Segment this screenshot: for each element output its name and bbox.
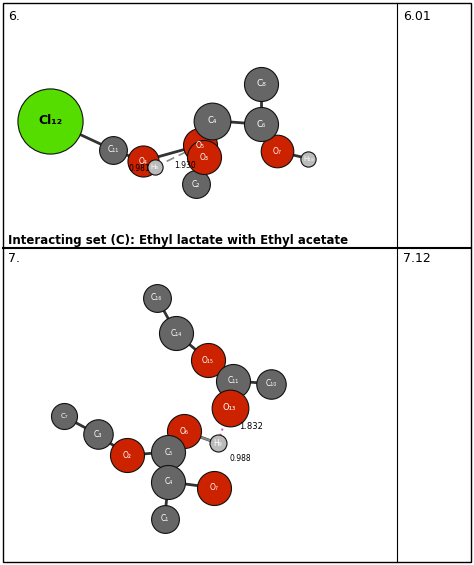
Point <box>196 141 204 150</box>
Text: C₁₁: C₁₁ <box>228 376 239 385</box>
Text: 7.: 7. <box>8 252 20 265</box>
Text: C₁: C₁ <box>160 515 169 523</box>
Text: C₂: C₂ <box>192 180 200 189</box>
Text: 6.01: 6.01 <box>403 10 431 23</box>
Text: 1.832: 1.832 <box>239 423 263 431</box>
Text: Interacting set (C): Ethyl lactate with Ethyl acetate: Interacting set (C): Ethyl lactate with … <box>8 234 348 247</box>
Text: C₈: C₈ <box>256 79 266 88</box>
Point <box>204 355 212 364</box>
Text: 1.930: 1.930 <box>174 161 196 170</box>
Point <box>109 145 117 154</box>
Text: C₄: C₄ <box>164 477 173 486</box>
Text: C₇: C₇ <box>60 414 68 419</box>
Point <box>60 412 68 421</box>
Text: C₅: C₅ <box>164 447 173 457</box>
Text: 0.988: 0.988 <box>229 454 251 463</box>
Point <box>257 120 265 129</box>
Text: 0.981: 0.981 <box>128 164 150 173</box>
Text: C₁₁: C₁₁ <box>108 146 119 154</box>
Text: O₁₃: O₁₃ <box>223 403 236 412</box>
Point <box>230 376 237 385</box>
Point <box>164 447 172 457</box>
Text: C₁₀: C₁₀ <box>265 379 277 388</box>
Point <box>200 153 208 162</box>
Point <box>226 403 233 412</box>
Text: O₇: O₇ <box>273 147 281 156</box>
Point <box>46 116 54 125</box>
Text: C₆: C₆ <box>256 120 266 129</box>
Point <box>210 483 218 492</box>
Text: O₆: O₆ <box>180 427 189 436</box>
Point <box>153 293 161 302</box>
Point <box>214 438 221 447</box>
Point <box>267 379 275 388</box>
Point <box>173 329 180 338</box>
Text: C₃: C₃ <box>93 430 102 439</box>
Point <box>139 157 146 166</box>
Point <box>257 79 265 88</box>
Point <box>164 477 172 486</box>
Point <box>151 163 158 172</box>
Text: H₉: H₉ <box>213 438 222 447</box>
Text: Cl₁₂: Cl₁₂ <box>38 114 63 127</box>
Text: O₁₅: O₁₅ <box>202 355 214 364</box>
Text: O₃: O₃ <box>200 153 209 162</box>
Text: C₁₄: C₁₄ <box>171 329 182 338</box>
Point <box>305 154 312 163</box>
Point <box>273 147 281 156</box>
Point <box>123 450 131 459</box>
Text: H₈: H₈ <box>151 164 159 170</box>
Text: O₅: O₅ <box>195 141 204 150</box>
Text: C₁₆: C₁₆ <box>151 293 163 302</box>
Text: H₁₉: H₁₉ <box>303 155 314 162</box>
Text: 7.12: 7.12 <box>403 252 431 265</box>
Text: O₄: O₄ <box>138 157 147 166</box>
Text: O₇: O₇ <box>210 483 218 492</box>
Text: O₂: O₂ <box>123 450 132 459</box>
Point <box>181 427 188 436</box>
Point <box>94 430 101 439</box>
Text: 6.: 6. <box>8 10 20 23</box>
Point <box>161 514 168 523</box>
Point <box>192 180 200 189</box>
Text: C₄: C₄ <box>207 116 217 125</box>
Point <box>208 116 216 125</box>
